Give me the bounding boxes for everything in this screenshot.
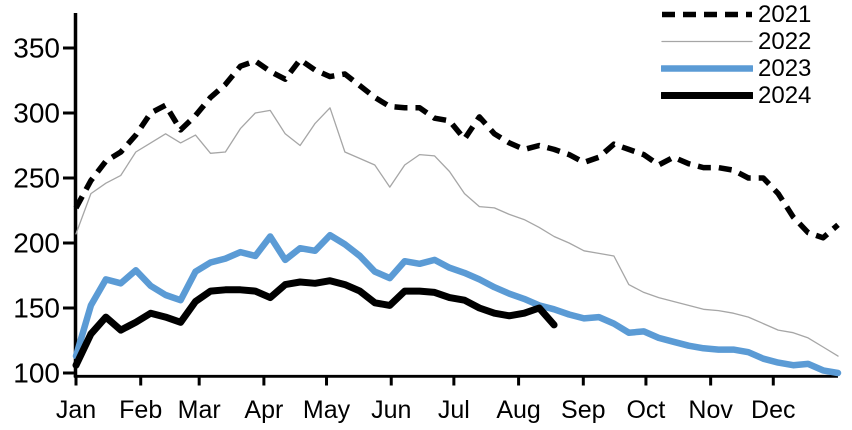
series-2024-line (72, 277, 558, 369)
legend-swatch-2021 (662, 11, 752, 18)
legend-label-2023: 2023 (758, 55, 812, 82)
x-tick-label: Jul (438, 396, 470, 424)
x-tick-label: Feb (119, 396, 162, 424)
x-tick-label: Jan (56, 396, 96, 424)
y-tick-label: 300 (13, 98, 60, 129)
legend-swatch-2022 (661, 40, 753, 43)
legend-swatch-2023 (661, 65, 753, 72)
x-tick-label: Mar (178, 396, 221, 424)
series-lines (72, 56, 842, 377)
y-tick-label: 250 (13, 163, 60, 194)
y-tick-label: 350 (13, 33, 60, 64)
legend-swatch-2024 (661, 92, 753, 99)
legend: 2021 2022 2023 2024 (661, 1, 811, 109)
x-tick-label: Aug (496, 396, 540, 424)
x-tick-label: Sep (561, 396, 605, 424)
legend-label-2021: 2021 (758, 1, 812, 28)
x-tick-label: Nov (688, 396, 733, 424)
x-tick-label: Oct (626, 396, 665, 424)
x-tick-label: Jun (371, 396, 411, 424)
legend-label-2024: 2024 (758, 82, 812, 109)
y-tick-label: 100 (13, 358, 60, 389)
series-2023-line (72, 231, 842, 377)
series-2021-line (73, 56, 840, 241)
x-axis-ticks: Jan Feb Mar Apr May Jun Jul Aug Sep Oct Nov Dec (56, 376, 796, 424)
legend-item-2023: 2023 (661, 55, 811, 82)
legend-item-2022: 2022 (661, 28, 811, 55)
x-tick-label: Apr (244, 396, 283, 424)
y-tick-label: 150 (13, 293, 60, 324)
legend-label-2022: 2022 (758, 28, 812, 55)
legend-item-2024: 2024 (661, 82, 811, 109)
legend-item-2021: 2021 (661, 1, 811, 28)
series-2022-line (75, 107, 839, 357)
y-axis-ticks: 100 150 200 250 300 350 (13, 33, 77, 389)
x-tick-label: Dec (751, 396, 795, 424)
x-tick-label: May (303, 396, 351, 424)
y-tick-label: 200 (13, 228, 60, 259)
